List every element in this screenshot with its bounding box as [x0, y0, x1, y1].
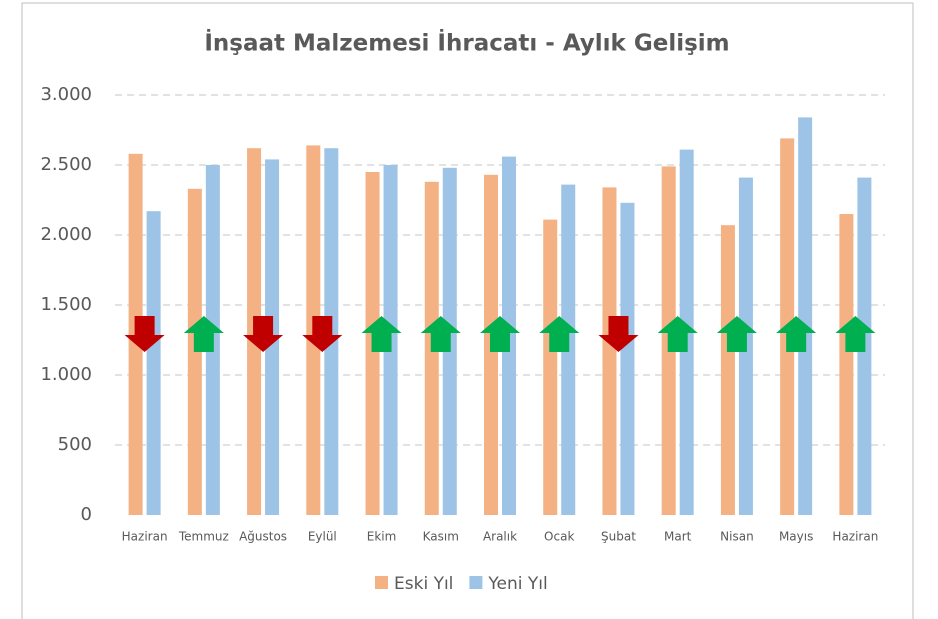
- up-arrow: [776, 316, 817, 352]
- bar: [839, 214, 854, 515]
- up-arrow: [657, 316, 698, 352]
- x-tick-label: Eylül: [308, 530, 337, 544]
- x-tick-label: Mayıs: [779, 530, 813, 544]
- y-tick-label: 1.500: [40, 294, 92, 315]
- bar: [602, 187, 617, 515]
- x-tick-label: Haziran: [122, 530, 168, 544]
- x-tick-label: Haziran: [832, 530, 878, 544]
- x-tick-label: Nisan: [720, 530, 754, 544]
- y-tick-label: 0: [81, 504, 92, 525]
- down-arrow: [124, 316, 165, 352]
- bar: [720, 225, 735, 515]
- chart-frame: [21, 2, 914, 619]
- legend-label: Eski Yıl: [394, 574, 453, 594]
- chart-title: İnşaat Malzemesi İhracatı - Aylık Gelişi…: [204, 29, 729, 57]
- x-tick-label: Ağustos: [239, 530, 287, 544]
- legend-swatch: [375, 576, 388, 589]
- up-arrow: [716, 316, 757, 352]
- legend-swatch: [469, 576, 483, 589]
- x-tick-label: Aralık: [483, 530, 517, 544]
- y-tick-label: 2.000: [40, 224, 92, 245]
- up-arrow: [539, 316, 580, 352]
- y-tick-label: 500: [58, 434, 92, 455]
- up-arrow: [420, 316, 461, 352]
- x-tick-label: Şubat: [601, 530, 636, 544]
- y-tick-label: 1.000: [40, 364, 92, 385]
- x-tick-label: Mart: [664, 530, 692, 544]
- x-tick-label: Temmuz: [178, 530, 229, 544]
- legend-label: Yeni Yıl: [487, 574, 547, 594]
- down-arrow: [302, 316, 343, 352]
- y-tick-label: 3.000: [40, 84, 92, 105]
- x-tick-label: Kasım: [423, 530, 459, 544]
- up-arrow: [183, 316, 224, 352]
- y-tick-label: 2.500: [40, 154, 92, 175]
- x-tick-label: Ekim: [367, 530, 397, 544]
- bar: [146, 211, 161, 515]
- x-tick-label: Ocak: [544, 530, 574, 544]
- up-arrow: [480, 316, 520, 352]
- up-arrow: [835, 316, 876, 352]
- down-arrow: [243, 316, 284, 352]
- up-arrow: [361, 316, 402, 352]
- bar: [543, 219, 558, 515]
- bar: [620, 202, 635, 516]
- down-arrow: [598, 316, 639, 352]
- bar: [798, 117, 813, 516]
